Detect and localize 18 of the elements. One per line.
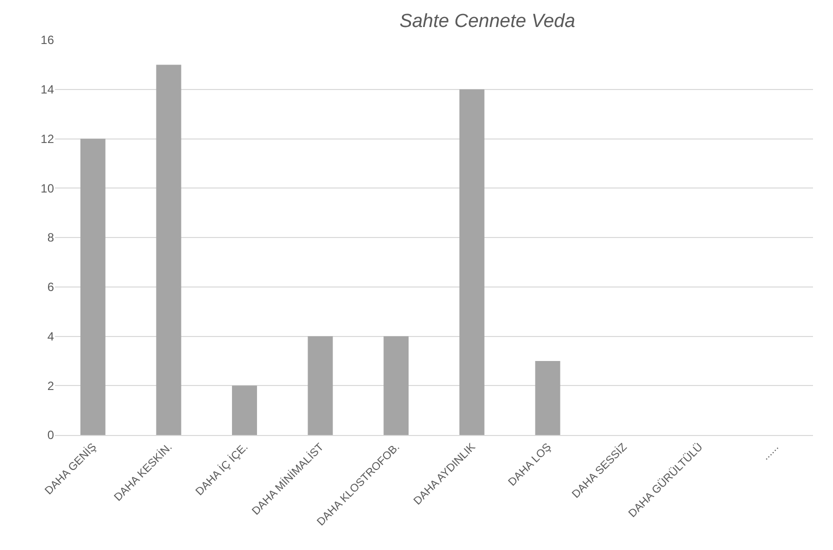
bar xyxy=(459,89,484,435)
bar xyxy=(232,386,258,435)
bar xyxy=(384,336,409,435)
chart-title: Sahte Cennete Veda xyxy=(399,11,576,32)
bar xyxy=(308,336,333,435)
bar xyxy=(156,64,182,435)
y-tick-label: 4 xyxy=(47,329,54,344)
bar xyxy=(80,138,106,435)
x-tick-label: ...... xyxy=(760,441,782,463)
y-tick-label: 0 xyxy=(47,428,54,442)
y-tick-label: 16 xyxy=(40,33,54,48)
y-tick-label: 2 xyxy=(47,378,54,393)
y-tick-label: 12 xyxy=(40,132,54,146)
y-tick-label: 10 xyxy=(40,181,54,196)
y-tick-label: 14 xyxy=(40,82,54,97)
y-tick-label: 8 xyxy=(47,230,54,245)
y-tick-label: 6 xyxy=(47,280,54,294)
bar xyxy=(535,360,560,435)
